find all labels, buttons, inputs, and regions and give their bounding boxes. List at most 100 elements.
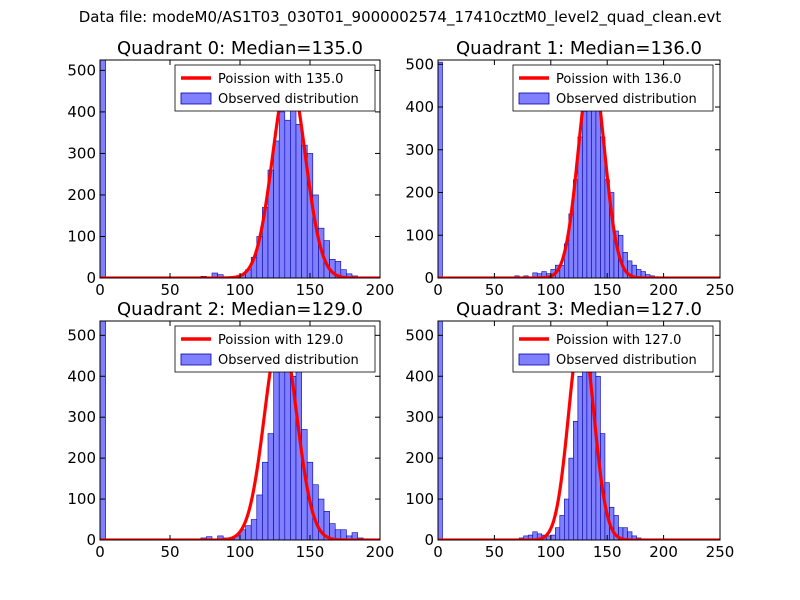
y-tick-label: 200 [405,184,434,202]
x-tick-label: 0 [433,543,443,561]
histogram-bar [438,321,443,540]
legend-poisson-label: Poission with 135.0 [218,72,343,87]
x-tick-label: 250 [706,281,735,299]
legend: Poission with 135.0 Observed distribution [174,64,376,112]
legend-bars-label: Observed distribution [218,92,359,107]
subplot-title: Quadrant 1: Median=136.0 [456,38,702,59]
y-tick-label: 300 [405,408,434,426]
x-tick-label: 100 [536,543,565,561]
histogram-bar [245,525,252,540]
x-tick-label: 150 [593,281,622,299]
legend-poisson-label: Poission with 127.0 [556,333,681,348]
histogram-bar [100,60,106,278]
y-tick-label: 500 [405,55,434,73]
histogram-bar [568,457,574,540]
y-tick-label: 400 [67,367,96,385]
legend: Poission with 127.0 Observed distribution [512,325,714,373]
axes-frame [437,59,721,279]
legend-bars-swatch [180,353,212,366]
legend: Poission with 129.0 Observed distribution [174,325,376,373]
x-tick-label: 150 [296,281,325,299]
y-tick-label: 400 [405,367,434,385]
x-tick-label: 100 [226,281,255,299]
histogram-bar [555,527,561,540]
subplot-quadrant-0: 0 50 100 150 200 0 100 200 300 400 500 Quadrant 0: … [67,38,394,299]
poisson-curve [438,64,720,278]
subplot-quadrant-3: 0 50 100 150 200 250 0 100 200 300 400 500 Quadrant … [405,299,734,561]
x-tick-label: 0 [433,281,443,299]
y-tick-label: 100 [405,226,434,244]
x-tick-label: 100 [226,543,255,561]
x-tick-label: 0 [95,281,105,299]
x-tick-label: 250 [706,543,735,561]
y-tick-label: 500 [67,61,96,79]
y-tick-label: 100 [67,490,96,508]
y-tick-label: 400 [67,103,96,121]
histogram-bar [582,359,588,540]
histogram-bar [250,519,258,540]
x-tick-label: 200 [649,281,678,299]
x-tick-label: 200 [366,543,395,561]
poisson-curve [100,329,380,540]
y-tick-label: 300 [67,144,96,162]
subplot-quadrant-1: 0 50 100 150 200 250 0 100 200 300 400 500 Quadrant … [405,38,734,299]
histogram-bar [295,124,302,278]
legend-poisson-label: Poission with 129.0 [218,333,343,348]
x-tick-label: 150 [296,543,325,561]
subplot-title: Quadrant 0: Median=135.0 [117,38,363,59]
legend-bars-swatch [518,353,550,366]
plot-area [100,321,380,540]
histogram-bar [438,61,443,278]
y-tick-label: 200 [67,449,96,467]
histogram-bar [550,534,556,540]
x-tick-label: 50 [485,281,504,299]
y-tick-label: 100 [405,490,434,508]
subplot-quadrant-2: 0 50 100 150 200 0 100 200 300 400 500 Quadrant 2: … [67,299,394,561]
x-tick-label: 150 [593,543,622,561]
histogram-bar [256,494,263,540]
histogram-bar [278,111,286,278]
histogram-bar [595,93,601,278]
x-tick-label: 50 [160,543,179,561]
histogram-bar [582,110,588,278]
legend-bars-swatch [180,92,212,105]
histogram-bar [577,375,583,540]
histogram-bar [290,90,297,278]
x-tick-label: 50 [485,543,504,561]
histogram-bar [262,461,269,540]
legend-bars-swatch [518,92,550,105]
y-tick-label: 200 [67,186,96,204]
y-tick-label: 400 [405,98,434,116]
subplot-title: Quadrant 3: Median=127.0 [456,299,702,320]
histogram-bar [573,420,579,540]
y-tick-label: 0 [424,531,434,549]
x-tick-label: 200 [366,281,395,299]
y-tick-label: 300 [405,141,434,159]
histogram-bar [340,529,347,540]
y-tick-label: 0 [86,531,96,549]
x-tick-label: 200 [649,543,678,561]
y-tick-label: 300 [67,408,96,426]
histogram-bar [267,433,274,540]
y-tick-label: 500 [405,326,434,344]
legend-bars-label: Observed distribution [218,353,359,368]
histogram-bar [100,321,106,540]
x-tick-label: 50 [160,281,179,299]
y-tick-label: 100 [67,227,96,245]
y-tick-label: 500 [67,326,96,344]
plot-area [438,61,720,278]
legend-poisson-label: Poission with 136.0 [556,72,681,87]
histogram-bar [564,498,570,540]
legend-bars-label: Observed distribution [556,353,697,368]
figure-suptitle: Data file: modeM0/AS1T03_030T01_90000025… [78,8,722,26]
legend-bars-label: Observed distribution [556,92,697,107]
histogram-bar [586,98,592,278]
y-tick-label: 0 [424,269,434,287]
histogram-bar [284,119,291,278]
x-tick-label: 0 [95,543,105,561]
subplot-title: Quadrant 2: Median=129.0 [117,299,363,320]
y-tick-label: 0 [86,269,96,287]
histogram-bar [273,140,280,278]
x-tick-label: 100 [536,281,565,299]
